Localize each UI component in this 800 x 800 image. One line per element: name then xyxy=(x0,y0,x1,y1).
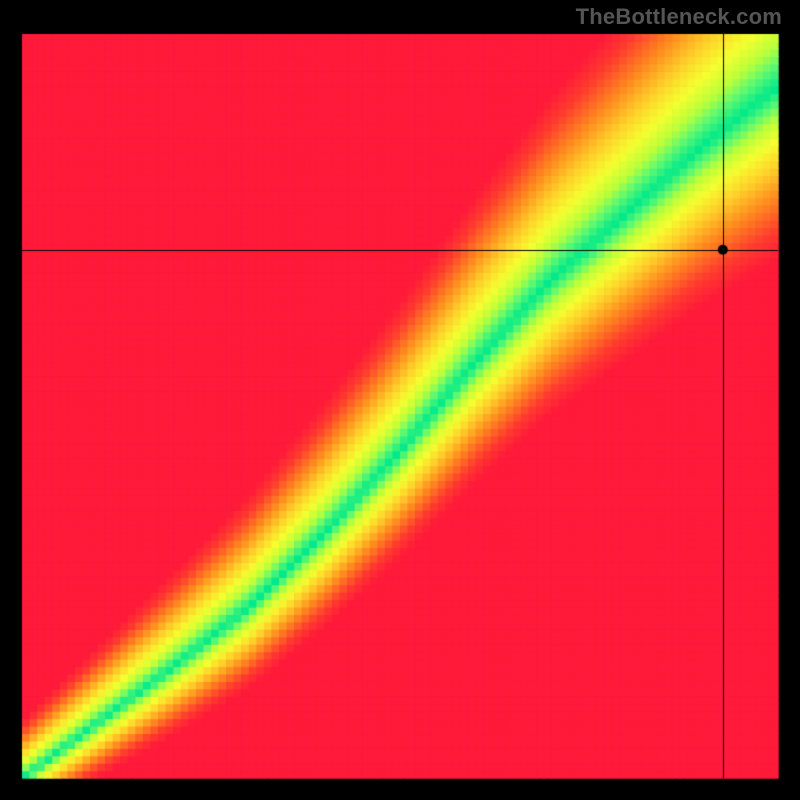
chart-container: TheBottleneck.com xyxy=(0,0,800,800)
watermark-text: TheBottleneck.com xyxy=(576,4,782,30)
bottleneck-heatmap xyxy=(0,0,800,800)
